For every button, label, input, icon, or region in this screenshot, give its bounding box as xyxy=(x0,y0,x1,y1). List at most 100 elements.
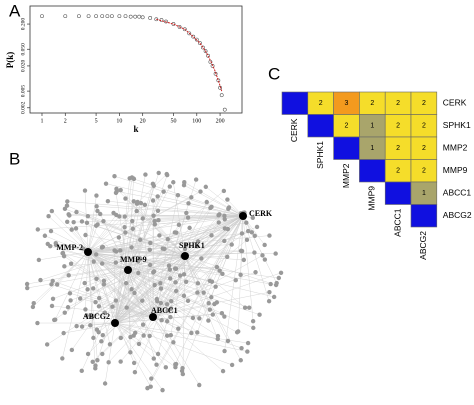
node xyxy=(46,214,51,219)
node xyxy=(273,282,279,288)
node xyxy=(225,197,230,202)
node xyxy=(215,333,221,339)
node xyxy=(239,231,245,236)
node-label: MMP-9 xyxy=(120,255,147,264)
cell-value: 2 xyxy=(370,100,374,107)
point xyxy=(203,49,208,54)
edge xyxy=(184,255,209,321)
node xyxy=(130,226,136,231)
node xyxy=(173,361,179,367)
node xyxy=(158,281,163,286)
edge xyxy=(87,251,223,274)
hub-node xyxy=(149,313,157,321)
node xyxy=(219,311,225,316)
node xyxy=(156,170,161,176)
node xyxy=(113,298,119,303)
point xyxy=(123,14,128,18)
node xyxy=(250,215,255,220)
node xyxy=(152,222,158,227)
edge xyxy=(147,215,244,389)
edge xyxy=(114,300,143,324)
node xyxy=(193,177,199,182)
edge xyxy=(127,183,154,271)
x-tick-label: 20 xyxy=(140,118,146,124)
edge xyxy=(127,178,134,271)
node xyxy=(94,193,99,198)
node xyxy=(138,200,144,206)
point xyxy=(201,45,205,50)
edge xyxy=(68,214,244,217)
node xyxy=(209,295,214,300)
node xyxy=(195,239,201,244)
edge xyxy=(127,269,198,333)
node xyxy=(73,226,79,231)
node xyxy=(96,329,101,335)
x-tick-label: 100 xyxy=(192,118,201,124)
y-tick-label: 0.050 xyxy=(20,43,26,56)
node xyxy=(45,241,50,247)
node xyxy=(150,181,156,187)
node xyxy=(268,281,273,287)
edge xyxy=(57,251,89,285)
edge xyxy=(114,322,154,359)
column-label: ABCG2 xyxy=(418,231,428,260)
edge xyxy=(152,206,212,318)
node xyxy=(238,272,243,278)
node xyxy=(257,312,262,317)
node xyxy=(214,300,220,305)
node xyxy=(168,332,174,338)
node xyxy=(105,198,111,204)
edge xyxy=(63,316,154,334)
node xyxy=(249,230,255,235)
edge xyxy=(152,316,183,369)
edge xyxy=(114,268,176,324)
node xyxy=(95,357,100,363)
cell-value: 2 xyxy=(319,100,323,107)
node xyxy=(77,296,83,301)
node xyxy=(124,305,129,310)
edge xyxy=(116,188,186,257)
row-label: ABCC1 xyxy=(443,188,472,198)
node-label: ABCC1 xyxy=(151,306,178,315)
node xyxy=(129,245,134,250)
node xyxy=(260,253,265,258)
edge xyxy=(32,251,89,308)
node xyxy=(122,214,127,219)
node xyxy=(239,248,245,254)
node xyxy=(62,264,67,269)
node xyxy=(142,202,148,207)
node xyxy=(30,304,36,310)
node xyxy=(61,330,66,336)
node xyxy=(49,208,55,214)
node xyxy=(181,293,187,298)
node-label: MMP-2 xyxy=(56,243,83,252)
edge xyxy=(95,269,129,366)
x-tick-label: 1 xyxy=(40,118,43,124)
point xyxy=(140,15,145,20)
node xyxy=(250,318,256,324)
point xyxy=(77,14,81,18)
column-label: ABCC1 xyxy=(392,208,402,237)
edge xyxy=(116,191,244,217)
node xyxy=(164,319,170,324)
node xyxy=(252,233,257,239)
point xyxy=(109,14,114,18)
node xyxy=(278,270,284,276)
node xyxy=(65,219,70,224)
node xyxy=(98,211,103,217)
node xyxy=(134,201,140,206)
node xyxy=(123,230,128,235)
node xyxy=(252,250,257,255)
edge xyxy=(184,255,244,261)
node xyxy=(99,339,104,344)
node xyxy=(107,342,113,347)
edge xyxy=(95,215,244,303)
edge xyxy=(112,255,186,307)
node xyxy=(210,312,216,317)
node xyxy=(100,244,106,250)
node xyxy=(225,226,231,232)
node xyxy=(90,359,95,364)
node xyxy=(65,199,70,204)
node xyxy=(89,314,94,319)
cell-value: 2 xyxy=(422,168,426,175)
